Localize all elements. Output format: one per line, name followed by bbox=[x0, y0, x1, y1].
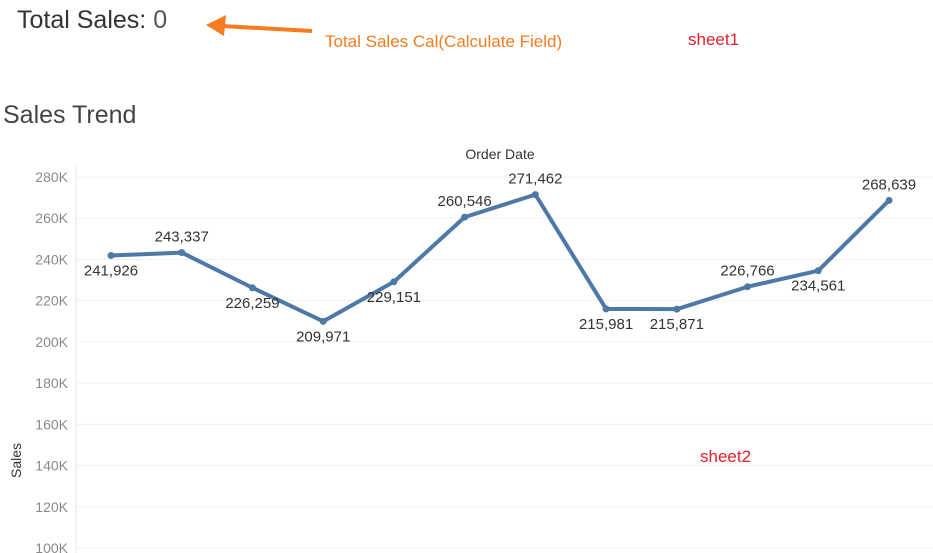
data-point[interactable] bbox=[390, 278, 398, 286]
data-point[interactable] bbox=[885, 196, 893, 204]
gridlines bbox=[76, 176, 933, 549]
data-point[interactable] bbox=[248, 284, 256, 292]
y-tick-label: 160K bbox=[35, 416, 68, 432]
y-axis-ticks: 280K 260K 240K 220K 200K 180K 160K 140K 120K 100K bbox=[35, 169, 68, 553]
data-point[interactable] bbox=[814, 267, 822, 275]
total-sales-kpi: Total Sales: 0 bbox=[17, 6, 167, 35]
sales-line bbox=[110, 192, 891, 324]
y-tick-label: 140K bbox=[35, 458, 68, 474]
data-label: 234,561 bbox=[791, 278, 845, 295]
kpi-value: 0 bbox=[153, 6, 168, 34]
y-tick-label: 280K bbox=[35, 169, 68, 185]
kpi-label: Total Sales bbox=[17, 6, 140, 34]
data-label: 226,259 bbox=[225, 295, 279, 312]
chart-title: Sales Trend bbox=[3, 101, 137, 129]
data-label: 260,546 bbox=[438, 193, 492, 210]
y-tick-label: 100K bbox=[35, 540, 68, 553]
data-label: 268,639 bbox=[862, 176, 916, 193]
data-point[interactable] bbox=[107, 251, 115, 259]
annotation-arrow-icon bbox=[206, 15, 313, 36]
data-point[interactable] bbox=[319, 317, 327, 325]
data-point[interactable] bbox=[744, 283, 752, 291]
data-label: 215,871 bbox=[650, 316, 704, 333]
data-label: 215,981 bbox=[579, 316, 633, 333]
data-point[interactable] bbox=[531, 191, 539, 199]
y-tick-label: 220K bbox=[35, 293, 68, 309]
data-label: 271,462 bbox=[508, 171, 562, 188]
data-point[interactable] bbox=[602, 305, 610, 313]
data-label: 226,766 bbox=[720, 263, 774, 280]
data-label: 243,337 bbox=[155, 229, 209, 246]
series-line bbox=[110, 192, 891, 324]
data-label: 241,926 bbox=[84, 262, 138, 279]
data-point[interactable] bbox=[178, 249, 186, 257]
sheet1-annotation: sheet1 bbox=[688, 30, 740, 49]
data-labels: 241,926 243,337 226,259 209,971 229,151 260,5… bbox=[84, 171, 916, 346]
y-tick-label: 180K bbox=[35, 375, 68, 391]
y-tick-label: 240K bbox=[35, 251, 68, 267]
data-point[interactable] bbox=[673, 305, 681, 313]
y-tick-label: 260K bbox=[35, 210, 68, 226]
data-label: 229,151 bbox=[367, 289, 421, 306]
data-points bbox=[107, 191, 893, 325]
sheet2-annotation: sheet2 bbox=[700, 447, 752, 466]
y-tick-label: 120K bbox=[35, 499, 68, 515]
calc-field-annotation: Total Sales Cal(Calculate Field) bbox=[325, 32, 563, 51]
data-point[interactable] bbox=[461, 213, 469, 221]
kpi-separator: : bbox=[139, 6, 154, 34]
x-axis-title: Order Date bbox=[465, 146, 535, 162]
y-tick-label: 200K bbox=[35, 334, 68, 350]
data-label: 209,971 bbox=[296, 328, 350, 345]
